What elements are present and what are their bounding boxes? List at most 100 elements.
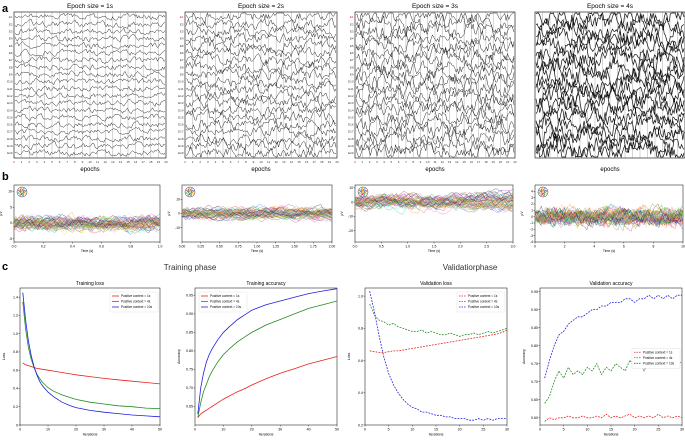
y-tick-label: 5 — [10, 205, 12, 209]
electrode-dot — [187, 194, 189, 196]
electrode-dot — [542, 188, 545, 191]
epoch-tick-label: 15 — [297, 160, 301, 164]
electrode-dot — [360, 194, 362, 196]
electrode-dot — [21, 188, 24, 191]
epoch-tick-label: 21 — [506, 160, 510, 164]
epoch-tick-label: 17 — [142, 160, 146, 164]
channel-label: E8 — [180, 65, 184, 69]
chart-title: Training accuracy — [246, 281, 286, 287]
eeg-panel-1: Epoch size = 1s E1 E2 E3 E4 E5 E6 E7 E8 E9 E10 E11 E… — [7, 3, 168, 173]
x-tick-label: 0 — [194, 428, 196, 432]
electrode-dot — [19, 191, 22, 193]
electrode-dot — [542, 189, 544, 192]
electrode-dot — [364, 191, 367, 194]
series-line-red — [197, 356, 338, 418]
y-tick-label: 0 — [178, 212, 180, 216]
butterfly-series — [355, 190, 513, 208]
head-topomap-icon — [184, 186, 196, 198]
electrode-dot — [188, 193, 191, 196]
epoch-tick-label: 16 — [305, 160, 309, 164]
x-axis-label: Iterations — [259, 433, 274, 437]
electrode-dot — [541, 190, 543, 192]
y-tick-label: 0.80 — [186, 349, 193, 353]
epoch-tick-label: 12 — [275, 160, 279, 164]
x-tick-label: 15 — [434, 428, 438, 432]
electrode-dot — [545, 190, 548, 192]
y-tick-label: 0.4 — [13, 387, 18, 391]
electrode-dot — [361, 193, 364, 196]
x-axis-label: Iterations — [83, 433, 98, 437]
electrode-dot — [190, 193, 192, 195]
head-outline — [537, 186, 549, 198]
electrode-dot — [543, 193, 545, 195]
y-tick-label: 0.4 — [358, 391, 363, 395]
epoch-tick-label: 15 — [126, 160, 130, 164]
epoch-tick-label: 0 — [13, 160, 15, 164]
y-tick-label: -20 — [348, 229, 353, 233]
electrode-dot — [363, 190, 365, 192]
electrode-dot — [186, 189, 188, 191]
channel-label: E5 — [9, 44, 13, 48]
y-tick-label: 0.70 — [531, 380, 538, 384]
channel-label: E12 — [348, 94, 354, 98]
electrode-dot — [22, 190, 24, 192]
y-tick-label: 0 — [16, 423, 18, 427]
channel-label: E20 — [178, 151, 184, 155]
electrode-dot — [543, 191, 546, 193]
butterfly-chart-2: 0.00 0.25 0.50 0.75 1.00 1.25 1.50 1.75 2.00 -10 0… — [167, 184, 335, 253]
epoch-tick-label: 19 — [328, 160, 332, 164]
butterfly-series — [182, 206, 332, 216]
eeg-xlabel: epochs — [251, 167, 270, 173]
plot-frame — [13, 184, 161, 243]
legend-entry: Positive context = 4s — [121, 300, 151, 304]
butterfly-series — [182, 210, 332, 220]
butterfly-series — [355, 195, 513, 213]
x-tick-label: 25 — [656, 428, 660, 432]
electrode-dot — [541, 193, 544, 196]
channel-label: E11 — [7, 87, 12, 91]
eeg-panel-title: Epoch size = 1s — [67, 3, 114, 10]
legend: Positive context = 1s Positive context = … — [198, 291, 248, 313]
electrode-dot — [22, 191, 25, 193]
x-tick-label: 0.00 — [179, 244, 186, 248]
x-tick-label: 10 — [410, 428, 414, 432]
y-tick-label: 4 — [531, 190, 533, 194]
y-axis-label: µV — [340, 211, 344, 216]
channel-label: E1 — [9, 15, 13, 19]
channel-label: E7 — [9, 58, 13, 62]
y-tick-label: -10 — [348, 215, 353, 219]
butterfly-series — [535, 208, 683, 226]
channel-label: E16 — [348, 123, 354, 127]
legend: Positive context = 1s Positive context = … — [109, 291, 159, 313]
x-tick-label: 10 — [585, 428, 589, 432]
epoch-tick-label: 1 — [361, 160, 363, 164]
channel-label: E16 — [178, 123, 184, 127]
channel-label: E17 — [178, 130, 184, 134]
curve-chart-val_loss: 0 5 10 15 20 25 30 0.2 0.4 0.6 0.8 1.0 Validation lo… — [347, 281, 509, 437]
x-tick-label: 30 — [278, 428, 282, 432]
electrode-dot — [363, 193, 365, 195]
electrode-dot — [361, 192, 363, 194]
y-tick-label: 0.65 — [186, 405, 193, 409]
y-tick-label: 1.0 — [358, 294, 363, 298]
electrode-dot — [191, 188, 193, 190]
head-topomap-icon — [357, 186, 369, 198]
epoch-tick-label: 2 — [199, 160, 201, 164]
channel-label: E11 — [348, 87, 353, 91]
butterfly-series — [355, 196, 513, 209]
x-tick-label: 1.0 — [158, 244, 163, 248]
butterfly-series — [535, 211, 683, 228]
y-tick-label: 1.4 — [13, 295, 18, 299]
epoch-tick-label: 19 — [492, 160, 496, 164]
channel-label: E12 — [7, 94, 13, 98]
y-tick-label: 0.70 — [186, 386, 193, 390]
y-tick-label: 0.8 — [13, 350, 18, 354]
butterfly-series — [182, 208, 332, 221]
channel-label: E13 — [178, 101, 184, 105]
butterfly-series — [355, 193, 513, 211]
epoch-tick-label: 11 — [96, 160, 99, 164]
y-tick-label: 10 — [8, 190, 12, 194]
electrode-dot — [361, 190, 363, 192]
electrode-dot — [542, 192, 544, 195]
